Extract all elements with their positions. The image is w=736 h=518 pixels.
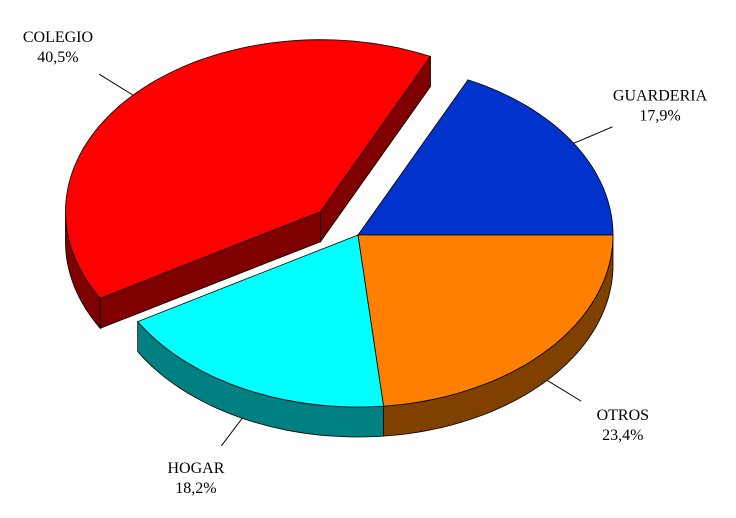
slice-label: HOGAR xyxy=(167,460,224,477)
leader-line xyxy=(573,126,613,144)
slice-value-label: 23,4% xyxy=(602,427,643,444)
slice xyxy=(357,79,614,236)
leader-line xyxy=(98,73,134,96)
slice-label: GUARDERIA xyxy=(613,87,708,104)
slice-value-label: 17,9% xyxy=(639,107,680,124)
slice xyxy=(65,39,432,299)
slice-label: OTROS xyxy=(597,407,649,424)
slice-value-label: 40,5% xyxy=(37,49,78,66)
leader-line xyxy=(546,379,582,402)
slice xyxy=(357,234,614,407)
slice-label: COLEGIO xyxy=(23,29,93,46)
slice-value-label: 18,2% xyxy=(175,480,216,497)
leader-line xyxy=(220,417,243,447)
slice xyxy=(137,234,385,408)
